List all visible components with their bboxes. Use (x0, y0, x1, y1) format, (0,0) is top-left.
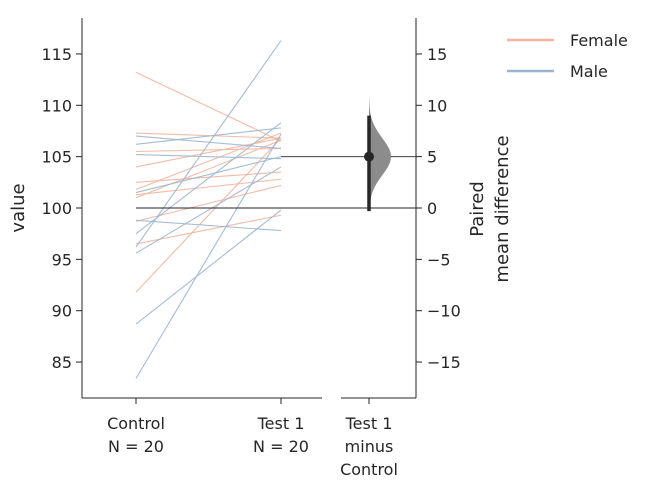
left-y-tick-label-95: 95 (52, 250, 72, 269)
pair-line-male-19 (135, 209, 282, 325)
left-y-tick-label-85: 85 (52, 353, 72, 372)
delta-y-tick-label-0: 0 (427, 199, 437, 218)
left-y-tick-label-105: 105 (41, 148, 72, 167)
pair-line-female-10 (135, 137, 282, 293)
delta-y-tick-label-15: 15 (427, 45, 447, 64)
y-axis-title: value (8, 183, 29, 232)
legend-label-male: Male (570, 62, 608, 81)
legend-label-female: Female (570, 31, 628, 50)
x-tick-label-control-n: N = 20 (108, 437, 164, 456)
left-y-tick-label-115: 115 (41, 45, 72, 64)
x-tick-label-test1-n: N = 20 (253, 437, 309, 456)
delta-panel (364, 95, 391, 212)
x-tick-label-test1: Test 1 (257, 414, 305, 433)
x-tick-label-control: Control (107, 414, 165, 433)
legend: Female Male (507, 31, 628, 81)
pair-line-female-2 (135, 147, 282, 153)
pair-line-female-5 (135, 132, 282, 191)
left-y-tick-label-100: 100 (41, 199, 72, 218)
mean-difference-point (364, 151, 374, 162)
pair-line-male-11 (135, 135, 282, 149)
pair-line-male-17 (135, 40, 282, 248)
pair-line-male-13 (135, 154, 282, 160)
delta-y-tick-label--10: −10 (427, 302, 461, 321)
delta-axis-title-line1: Paired (467, 181, 488, 237)
pair-line-female-0 (135, 71, 282, 142)
pair-line-male-14 (135, 156, 282, 194)
delta-y-tick-label-5: 5 (427, 148, 437, 167)
axes: 85 90 95 100 105 110 115 −15 −10 −5 0 5 10 15 (41, 18, 461, 404)
left-y-tick-label-110: 110 (41, 96, 72, 115)
pair-line-male-16 (135, 122, 282, 235)
slopegraph-lines (135, 40, 282, 379)
pair-line-female-7 (135, 139, 282, 199)
delta-label-line1: Test 1 (345, 414, 393, 433)
delta-y-tick-label-10: 10 (427, 96, 447, 115)
delta-label-line2: minus (345, 437, 394, 456)
delta-y-tick-label--15: −15 (427, 353, 461, 372)
delta-label-line3: Control (340, 460, 398, 479)
delta-y-tick-label--5: −5 (427, 250, 451, 269)
bootstrap-distribution (369, 95, 391, 208)
pair-line-male-18 (135, 166, 282, 254)
left-y-tick-label-90: 90 (52, 302, 72, 321)
pair-line-male-12 (135, 127, 282, 145)
pair-line-male-20 (135, 133, 282, 379)
delta-axis-title-line2: mean difference (492, 135, 513, 282)
